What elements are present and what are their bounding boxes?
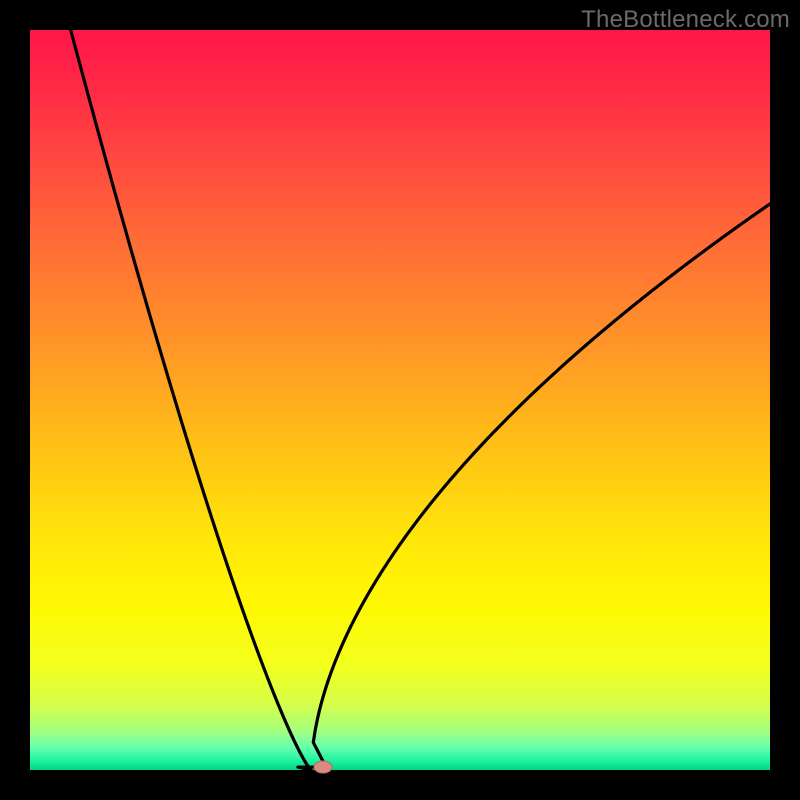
watermark-text: TheBottleneck.com bbox=[581, 6, 790, 34]
optimum-marker bbox=[314, 761, 332, 773]
plot-background-gradient bbox=[30, 30, 770, 770]
bottleneck-curve-chart bbox=[0, 0, 800, 800]
chart-stage: TheBottleneck.com bbox=[0, 0, 800, 800]
